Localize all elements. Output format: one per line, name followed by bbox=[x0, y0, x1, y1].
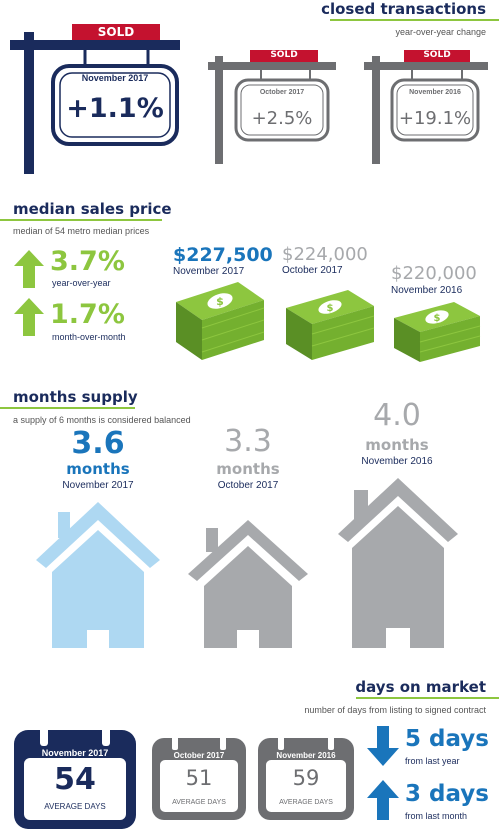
supply-unit: months bbox=[66, 460, 130, 478]
days-change-value: 3 days bbox=[405, 781, 489, 807]
change-value: 3.7% bbox=[50, 246, 125, 277]
svg-text:$: $ bbox=[216, 295, 224, 308]
section-underline bbox=[0, 407, 135, 409]
change-value: 1.7% bbox=[50, 299, 125, 330]
down-arrow-icon bbox=[367, 726, 399, 766]
days-on-market-subtitle: number of days from listing to signed co… bbox=[304, 705, 486, 715]
change-label: year-over-year bbox=[52, 278, 111, 288]
sold-sign-icon bbox=[10, 24, 180, 174]
sign-value: +19.1% bbox=[398, 108, 472, 129]
sold-sign-icon bbox=[364, 50, 488, 164]
calendar-label: AVERAGE DAYS bbox=[44, 802, 106, 811]
calendar-icon bbox=[152, 732, 246, 820]
sign-period: November 2016 bbox=[409, 89, 461, 96]
sign-value: +2.5% bbox=[251, 108, 313, 129]
closed-transactions-subtitle: year-over-year change bbox=[395, 27, 486, 37]
median-sales-price-subtitle: median of 54 metro median prices bbox=[13, 226, 150, 236]
calendar-label: AVERAGE DAYS bbox=[279, 799, 333, 806]
calendar-value: 51 bbox=[185, 766, 213, 790]
house-icon bbox=[36, 502, 160, 648]
price-period: November 2017 bbox=[173, 266, 245, 277]
days-change-value: 5 days bbox=[405, 726, 489, 752]
calendar-period: November 2016 bbox=[276, 751, 336, 760]
up-arrow-icon bbox=[367, 780, 399, 820]
up-arrow-icon bbox=[14, 298, 44, 336]
calendar-icon bbox=[258, 732, 354, 820]
money-stack-icon: $ bbox=[286, 290, 375, 360]
change-label: month-over-month bbox=[52, 332, 126, 342]
median-sales-price-title: median sales price bbox=[13, 200, 172, 218]
days-on-market-title: days on market bbox=[355, 678, 486, 696]
svg-text:$: $ bbox=[434, 313, 441, 324]
calendar-period: October 2017 bbox=[173, 751, 225, 760]
house-icon bbox=[188, 520, 308, 648]
months-supply-subtitle: a supply of 6 months is considered balan… bbox=[13, 415, 191, 425]
calendar-period: November 2017 bbox=[41, 748, 109, 758]
house-icon bbox=[338, 478, 458, 648]
supply-unit: months bbox=[216, 460, 280, 478]
supply-period: October 2017 bbox=[217, 480, 279, 491]
price-value: $227,500 bbox=[173, 244, 273, 266]
supply-value: 3.6 bbox=[71, 426, 125, 461]
money-stack-icon: $ bbox=[176, 282, 265, 360]
sold-badge: SOLD bbox=[97, 25, 135, 39]
days-change-label: from last month bbox=[405, 811, 468, 821]
supply-unit: months bbox=[365, 436, 429, 454]
closed-transactions-title: closed transactions bbox=[321, 0, 486, 18]
svg-text:$: $ bbox=[327, 303, 334, 314]
money-stack-icon: $ bbox=[394, 302, 481, 362]
section-underline bbox=[0, 219, 162, 221]
price-value: $220,000 bbox=[391, 263, 477, 284]
calendar-label: AVERAGE DAYS bbox=[172, 799, 226, 806]
months-supply-title: months supply bbox=[13, 388, 138, 406]
price-value: $224,000 bbox=[282, 244, 368, 265]
sign-value: +1.1% bbox=[66, 93, 164, 124]
section-underline bbox=[330, 19, 499, 21]
calendar-icon bbox=[14, 722, 136, 829]
supply-value: 3.3 bbox=[224, 424, 272, 459]
section-underline bbox=[356, 697, 499, 699]
up-arrow-icon bbox=[14, 250, 44, 288]
sign-period: October 2017 bbox=[259, 89, 305, 96]
sold-badge: SOLD bbox=[423, 50, 451, 60]
price-period: October 2017 bbox=[282, 265, 343, 276]
supply-value: 4.0 bbox=[373, 398, 421, 433]
supply-period: November 2016 bbox=[361, 456, 433, 467]
price-period: November 2016 bbox=[391, 285, 463, 296]
supply-period: November 2017 bbox=[62, 480, 134, 491]
calendar-value: 54 bbox=[54, 762, 96, 797]
sold-sign-icon bbox=[208, 50, 336, 164]
calendar-value: 59 bbox=[292, 766, 320, 790]
sold-badge: SOLD bbox=[270, 50, 298, 60]
sign-period: November 2017 bbox=[81, 73, 149, 83]
days-change-label: from last year bbox=[405, 756, 460, 766]
